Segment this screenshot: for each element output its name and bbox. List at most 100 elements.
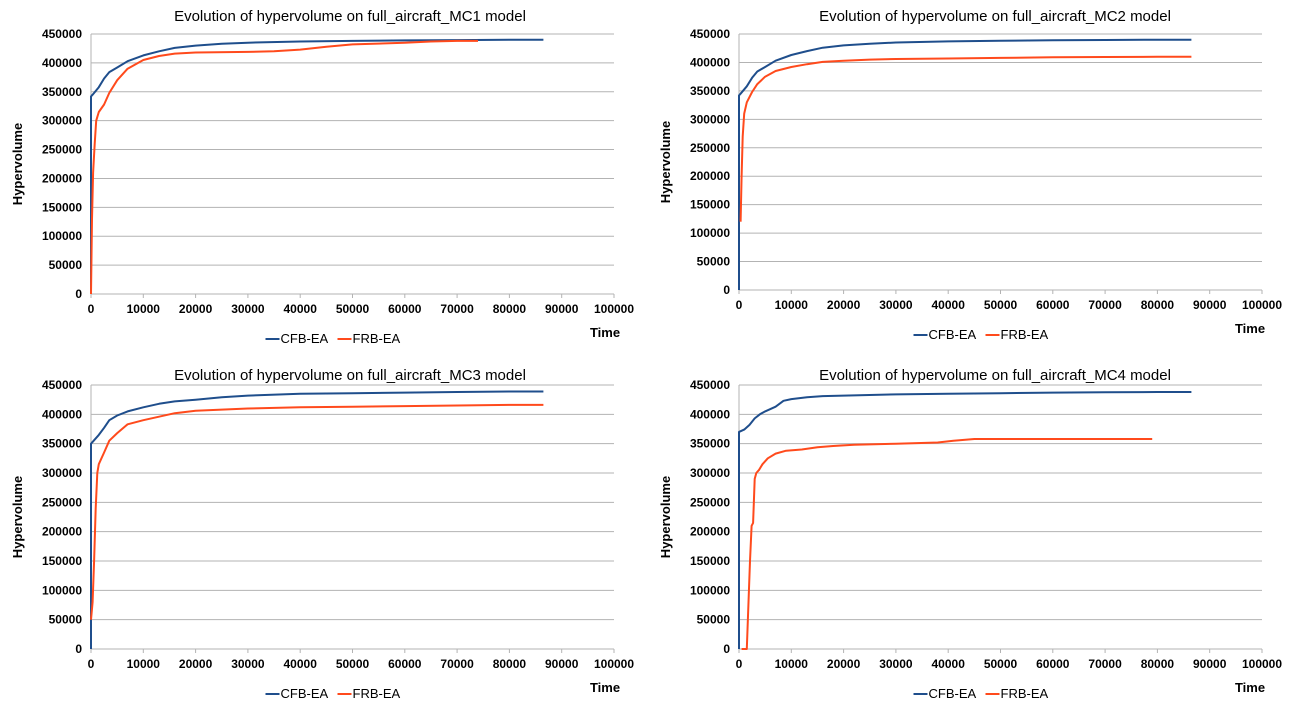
x-tick-label: 80000 bbox=[1141, 298, 1175, 312]
y-tick-label: 250000 bbox=[42, 495, 82, 509]
x-tick-label: 70000 bbox=[1088, 298, 1122, 312]
y-tick-label: 150000 bbox=[690, 554, 730, 568]
y-tick-label: 300000 bbox=[42, 114, 82, 128]
x-tick-label: 80000 bbox=[1141, 657, 1175, 671]
y-tick-label: 350000 bbox=[42, 437, 82, 451]
x-tick-label: 30000 bbox=[879, 298, 913, 312]
chart-mc2: Evolution of hypervolume on full_aircraf… bbox=[658, 8, 1282, 342]
y-tick-label: 0 bbox=[75, 642, 82, 656]
y-tick-label: 350000 bbox=[42, 85, 82, 99]
y-tick-label: 150000 bbox=[42, 200, 82, 214]
y-tick-label: 50000 bbox=[49, 613, 83, 627]
series-line-cfb-ea bbox=[90, 390, 544, 649]
x-tick-label: 40000 bbox=[284, 657, 318, 671]
x-tick-label: 0 bbox=[88, 302, 95, 316]
x-tick-label: 20000 bbox=[827, 298, 861, 312]
x-tick-label: 60000 bbox=[1036, 657, 1070, 671]
y-tick-label: 50000 bbox=[697, 255, 731, 269]
x-tick-label: 90000 bbox=[545, 657, 579, 671]
y-tick-label: 200000 bbox=[690, 525, 730, 539]
x-tick-label: 90000 bbox=[1193, 298, 1227, 312]
y-tick-label: 100000 bbox=[42, 583, 82, 597]
x-tick-label: 100000 bbox=[594, 302, 634, 316]
chart-mc3: Evolution of hypervolume on full_aircraf… bbox=[10, 367, 634, 701]
y-tick-label: 250000 bbox=[690, 141, 730, 155]
y-tick-label: 400000 bbox=[690, 407, 730, 421]
y-tick-label: 200000 bbox=[42, 525, 82, 539]
x-tick-label: 80000 bbox=[493, 657, 527, 671]
y-tick-label: 300000 bbox=[690, 466, 730, 480]
y-axis-label: Hypervolume bbox=[10, 123, 25, 205]
x-tick-label: 30000 bbox=[231, 302, 265, 316]
y-tick-label: 250000 bbox=[42, 143, 82, 157]
y-tick-label: 400000 bbox=[690, 55, 730, 69]
legend-label: CFB-EA bbox=[281, 331, 329, 346]
y-tick-label: 450000 bbox=[42, 378, 82, 392]
x-tick-label: 90000 bbox=[1193, 657, 1227, 671]
x-tick-label: 60000 bbox=[1036, 298, 1070, 312]
y-tick-label: 100000 bbox=[690, 583, 730, 597]
series-line-cfb-ea bbox=[738, 38, 1192, 290]
x-tick-label: 60000 bbox=[388, 302, 422, 316]
y-axis-label: Hypervolume bbox=[10, 476, 25, 558]
y-tick-label: 450000 bbox=[690, 27, 730, 41]
x-tick-label: 50000 bbox=[336, 302, 370, 316]
x-tick-label: 70000 bbox=[440, 302, 474, 316]
x-tick-label: 0 bbox=[736, 657, 743, 671]
series-line-frb-ea bbox=[741, 438, 1153, 650]
y-tick-label: 200000 bbox=[690, 169, 730, 183]
y-tick-label: 250000 bbox=[690, 495, 730, 509]
y-tick-label: 50000 bbox=[697, 613, 731, 627]
y-tick-label: 150000 bbox=[42, 554, 82, 568]
x-tick-label: 40000 bbox=[932, 298, 966, 312]
legend-label: FRB-EA bbox=[1001, 327, 1049, 342]
chart-mc1: Evolution of hypervolume on full_aircraf… bbox=[10, 8, 634, 346]
x-tick-label: 20000 bbox=[827, 657, 861, 671]
chart-title: Evolution of hypervolume on full_aircraf… bbox=[819, 367, 1171, 384]
chart-title: Evolution of hypervolume on full_aircraf… bbox=[819, 8, 1171, 25]
x-tick-label: 10000 bbox=[775, 298, 809, 312]
x-tick-label: 70000 bbox=[1088, 657, 1122, 671]
y-tick-label: 100000 bbox=[42, 229, 82, 243]
series-line-frb-ea bbox=[90, 39, 478, 295]
x-tick-label: 40000 bbox=[932, 657, 966, 671]
x-axis-label: Time bbox=[1235, 321, 1265, 336]
y-tick-label: 100000 bbox=[690, 226, 730, 240]
y-tick-label: 450000 bbox=[690, 378, 730, 392]
y-tick-label: 150000 bbox=[690, 198, 730, 212]
y-tick-label: 0 bbox=[723, 283, 730, 297]
x-tick-label: 50000 bbox=[984, 298, 1018, 312]
legend-label: CFB-EA bbox=[929, 686, 977, 701]
y-tick-label: 400000 bbox=[42, 407, 82, 421]
x-tick-label: 30000 bbox=[879, 657, 913, 671]
y-tick-label: 0 bbox=[723, 642, 730, 656]
x-tick-label: 10000 bbox=[127, 657, 161, 671]
legend-label: CFB-EA bbox=[281, 686, 329, 701]
x-tick-label: 10000 bbox=[127, 302, 161, 316]
x-tick-label: 100000 bbox=[1242, 298, 1282, 312]
x-tick-label: 0 bbox=[736, 298, 743, 312]
legend-label: FRB-EA bbox=[353, 331, 401, 346]
y-tick-label: 400000 bbox=[42, 56, 82, 70]
x-axis-label: Time bbox=[590, 325, 620, 340]
x-tick-label: 100000 bbox=[1242, 657, 1282, 671]
y-tick-label: 50000 bbox=[49, 258, 83, 272]
chart-title: Evolution of hypervolume on full_aircraf… bbox=[174, 8, 526, 25]
y-tick-label: 200000 bbox=[42, 171, 82, 185]
y-tick-label: 300000 bbox=[690, 112, 730, 126]
legend-label: FRB-EA bbox=[1001, 686, 1049, 701]
x-tick-label: 50000 bbox=[336, 657, 370, 671]
y-tick-label: 350000 bbox=[690, 84, 730, 98]
chart-title: Evolution of hypervolume on full_aircraf… bbox=[174, 367, 526, 384]
x-tick-label: 20000 bbox=[179, 302, 213, 316]
x-tick-label: 30000 bbox=[231, 657, 265, 671]
series-line-frb-ea bbox=[739, 55, 1192, 222]
x-tick-label: 100000 bbox=[594, 657, 634, 671]
x-tick-label: 60000 bbox=[388, 657, 422, 671]
y-tick-label: 450000 bbox=[42, 27, 82, 41]
x-tick-label: 50000 bbox=[984, 657, 1018, 671]
series-line-cfb-ea bbox=[738, 391, 1192, 649]
x-axis-label: Time bbox=[1235, 680, 1265, 695]
x-tick-label: 20000 bbox=[179, 657, 213, 671]
